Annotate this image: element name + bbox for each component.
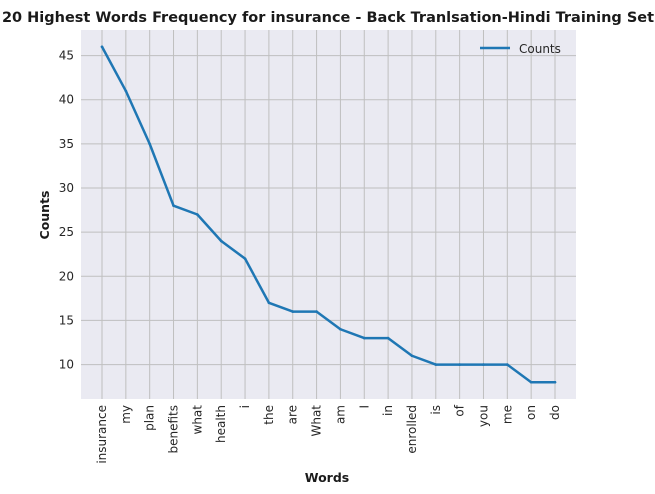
y-tick-label: 15 [59,313,74,327]
x-tick-label: plan [143,405,157,431]
data-point [553,380,557,384]
x-tick-label: What [310,405,324,437]
chart-title: 20 Highest Words Frequency for insurance… [2,10,654,26]
x-tick-label: benefits [167,405,181,454]
data-point [362,336,366,340]
legend-label-counts: Counts [519,42,561,56]
data-point [148,142,151,146]
y-tick-label: 20 [59,269,74,283]
data-point [243,257,247,260]
data-point [219,239,223,243]
data-point [482,363,485,366]
data-point [434,363,438,366]
y-tick-label: 30 [59,181,74,195]
data-point [196,213,199,216]
x-tick-label: i [238,405,252,408]
x-axis-ticks: insurance my plan benefits what health i the are… [95,404,562,463]
y-tick-label: 45 [59,49,74,63]
series-group [100,45,557,384]
data-point [529,380,533,384]
x-tick-label: enrolled [405,405,419,454]
x-tick-label: me [500,405,514,424]
y-tick-label: 25 [59,225,74,239]
x-tick-label: health [214,405,228,443]
data-point [172,204,175,207]
y-tick-label: 10 [59,358,74,372]
x-tick-label: are [286,405,300,424]
data-point [291,310,295,313]
legend: Counts [480,42,561,56]
x-tick-label: what [190,405,204,435]
data-point [124,89,128,93]
series-line-counts [100,45,557,384]
x-tick-label: you [476,405,490,427]
data-point [410,354,414,358]
data-point [100,45,104,49]
y-tick-label: 40 [59,93,74,107]
x-tick-label: my [119,405,133,424]
x-tick-label: insurance [95,405,109,464]
y-axis-ticks: 10 15 20 25 30 35 40 45 [59,49,74,372]
data-point [386,336,390,340]
x-tick-label: am [333,405,347,424]
x-axis-label: Words [305,470,349,485]
y-tick-label: 35 [59,137,74,151]
data-point [339,327,342,331]
data-point [506,363,509,366]
x-tick-label: the [262,405,276,425]
x-tick-label: of [453,404,467,416]
data-point [267,301,271,305]
x-tick-label: is [429,405,443,415]
data-point [458,363,461,366]
data-point [315,310,318,313]
x-tick-label: do [548,405,562,420]
x-tick-label: I [357,405,371,409]
y-axis-label: Counts [37,191,52,240]
x-tick-label: in [381,405,395,416]
plot-area [81,30,576,399]
x-tick-label: on [524,405,538,420]
